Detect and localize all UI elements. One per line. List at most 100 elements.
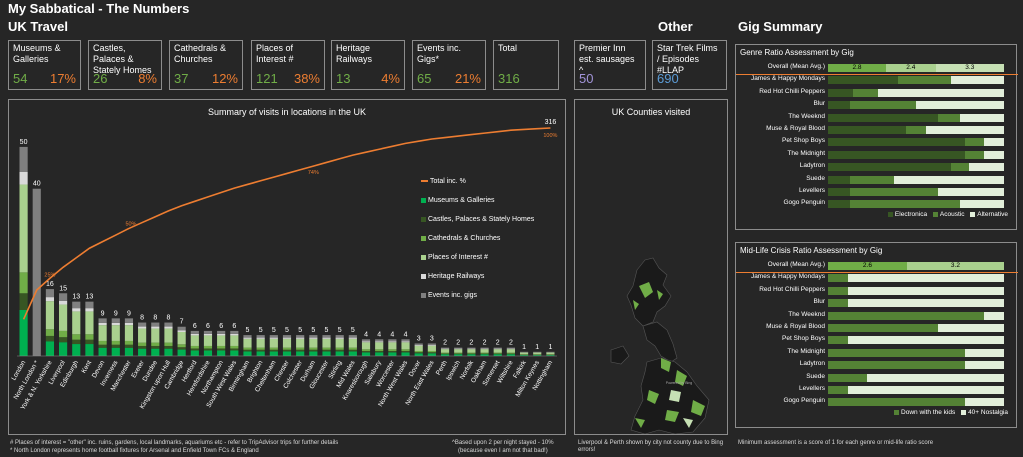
- kpi-pct: 4%: [381, 71, 400, 86]
- map-panel: UK Counties visited Powered by Bing: [574, 99, 728, 435]
- gig-row: Blur: [736, 297, 1018, 308]
- gig-row: Blur: [736, 99, 1018, 110]
- bar-segment: [984, 150, 1004, 159]
- bar-segment: [964, 150, 985, 159]
- bar-value-label: 8: [167, 315, 171, 322]
- bar-segment: [203, 345, 213, 349]
- bar-segment: [361, 341, 371, 343]
- bar-segment: [506, 352, 515, 354]
- bar-segment: [111, 318, 120, 323]
- bar-segment: [850, 101, 916, 110]
- bar-segment: [375, 349, 384, 351]
- gig-row: The Weeknd: [736, 310, 1018, 321]
- bar-segment: [964, 138, 985, 147]
- bar-segment: [256, 338, 265, 348]
- bar-value-label: 2: [509, 340, 513, 347]
- bar-segment: [850, 188, 938, 196]
- bar-segment: [480, 348, 489, 350]
- bar-segment: [375, 339, 384, 342]
- bar-segment: [440, 347, 450, 349]
- bar-segment: [467, 352, 476, 354]
- kpi-pct: 8%: [138, 71, 157, 86]
- bar-value-label: 2: [469, 340, 473, 347]
- bar-segment: [361, 350, 371, 353]
- bar-segment: [828, 88, 854, 97]
- bar-segment: [59, 304, 68, 331]
- bar-segment: [828, 286, 848, 295]
- bar-segment: [938, 188, 1004, 196]
- bar-segment: [230, 333, 239, 336]
- bar-segment: [282, 351, 292, 356]
- kpi-startrek: Star Trek Films / Episodes #LLAP 690: [652, 40, 727, 90]
- bar-segment: [440, 348, 450, 350]
- bar-segment: [427, 345, 436, 351]
- uk-travel-heading: UK Travel: [8, 19, 68, 34]
- bar-value-label: 9: [127, 310, 131, 317]
- gig-row: Red Hot Chilli Peppers: [736, 285, 1018, 296]
- bar-segment: [546, 351, 555, 353]
- bar-segment: [151, 342, 160, 346]
- bar-segment: [828, 373, 868, 382]
- bar-segment: [138, 322, 147, 327]
- bar-segment: [964, 398, 1004, 407]
- bar-segment: [190, 330, 199, 334]
- kpi-value: 26: [93, 71, 108, 86]
- bar-segment: [847, 274, 1004, 283]
- overall-row: Overall (Mean Avg.) 2.6 3.2: [736, 260, 1018, 271]
- bar-segment: [519, 355, 529, 356]
- bar-segment: [72, 311, 81, 335]
- legend-swatch: [421, 180, 428, 183]
- overall-divider: [736, 272, 1018, 274]
- cumulative-label-100: 100%: [543, 133, 557, 139]
- bar-segment: 3.2: [906, 262, 1004, 270]
- bar-segment: [480, 349, 489, 353]
- note-sausages: ^Based upon 2 per night stayed - 10%: [452, 440, 554, 446]
- gig-row: Suede: [736, 372, 1018, 383]
- bar-segment: [938, 113, 960, 122]
- bar-segment: [828, 200, 850, 209]
- bar-value-label: 1: [522, 344, 526, 351]
- bar-segment: [454, 354, 463, 356]
- bar-segment: [124, 322, 134, 326]
- bar-segment: [72, 308, 81, 312]
- gig-name: The Weeknd: [788, 112, 825, 120]
- bar-segment: [894, 175, 1004, 184]
- bar-segment: [309, 337, 318, 339]
- bar-value-label: 15: [59, 285, 67, 292]
- legend-swatch: [970, 211, 976, 217]
- gig-name: Ladytron: [799, 360, 825, 368]
- bar-segment: [269, 351, 278, 356]
- kpi-value: 50: [579, 71, 594, 86]
- kpi-cathedrals: Cathedrals & Churches 37 12%: [169, 40, 243, 90]
- bar-segment: [296, 347, 305, 350]
- bar-segment: [388, 339, 397, 342]
- bar-segment: [243, 337, 252, 339]
- genre-legend: Electronica Acoustic Alternative: [887, 211, 1008, 218]
- note-sausages-2: (because even I am not that bad!): [458, 448, 548, 454]
- bar-segment: [45, 329, 55, 336]
- bar-segment: [454, 348, 463, 350]
- bar-segment: [414, 353, 423, 356]
- note-places: # Places of interest = "other" inc. ruin…: [10, 440, 339, 446]
- bar-value-label: 6: [219, 323, 223, 330]
- bar-segment: [151, 328, 160, 343]
- bar-segment: [32, 188, 41, 356]
- legend-railways: Heritage Railways: [421, 267, 534, 286]
- visits-legend: Total inc. % Museums & Galleries Castles…: [421, 172, 534, 305]
- bar-segment: [506, 354, 515, 356]
- bar-segment: [878, 88, 1004, 97]
- bar-value-label: 9: [101, 310, 105, 317]
- kpi-events: Events inc. Gigs* 65 21%: [412, 40, 486, 90]
- bar-segment: [828, 101, 850, 110]
- legend-label: Acoustic: [939, 211, 965, 218]
- gig-row: Pet Shop Boys: [736, 136, 1018, 147]
- kpi-castles: Castles, Palaces & Stately Homes 26 8%: [88, 40, 162, 90]
- bar-value-label: 6: [193, 323, 197, 330]
- legend-cathedrals: Cathedrals & Churches: [421, 229, 534, 248]
- bar-segment: [164, 345, 173, 349]
- bar-segment: [59, 293, 68, 301]
- bar-segment: [925, 126, 1004, 134]
- legend-museums: Museums & Galleries: [421, 191, 534, 210]
- bar-segment: [59, 330, 68, 338]
- bar-segment: [124, 344, 134, 348]
